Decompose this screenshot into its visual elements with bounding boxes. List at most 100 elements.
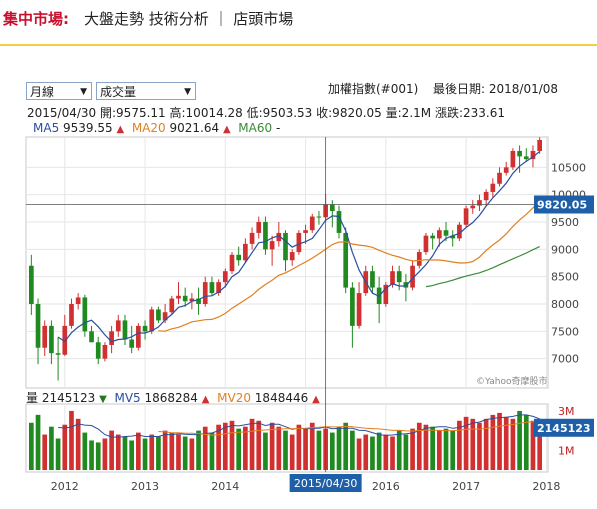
date-tag-box (289, 474, 362, 492)
candle-body (350, 287, 355, 326)
volume-bar (102, 438, 108, 470)
volume-bar (503, 416, 509, 470)
candle-body (182, 295, 188, 302)
volume-bar (82, 432, 88, 470)
candle-body (263, 222, 268, 250)
candle-body (109, 331, 114, 345)
volume-tag-box (534, 418, 594, 437)
x-tick-label: 2014 (211, 480, 239, 493)
candle-body (256, 222, 262, 233)
candle-body (356, 293, 362, 326)
volume-bar (336, 426, 342, 470)
volume-bar (69, 410, 74, 470)
vol-label: 量 (26, 391, 39, 405)
volume-bar (517, 410, 522, 470)
volume-bar (470, 418, 476, 470)
ma20-line (158, 199, 541, 332)
volume-bar (523, 414, 529, 470)
market-title[interactable]: 集中市場: (3, 10, 69, 28)
volume-bar (303, 428, 308, 470)
chevron-down-icon: ▼ (80, 87, 87, 97)
volume-bar (289, 434, 295, 470)
volume-bar (249, 418, 255, 470)
volume-bar (122, 436, 128, 470)
volume-bar (182, 436, 188, 470)
mv20-line (158, 421, 540, 436)
candle-body (316, 216, 322, 218)
down-arrow-icon: ▼ (99, 394, 107, 405)
quote-low: 低:9503.53 (246, 106, 313, 120)
volume-bar (263, 432, 268, 470)
candle-body (62, 325, 68, 355)
indicator-select-value: 成交量 (100, 85, 137, 99)
candle-body (503, 167, 509, 173)
volume-bar (243, 426, 248, 470)
x-tick-label: 2016 (372, 480, 400, 493)
volume-bar (283, 430, 288, 470)
candle-body (497, 172, 502, 184)
candle-body (202, 282, 208, 304)
chevron-down-icon: ▼ (184, 87, 191, 97)
candle-body (289, 252, 295, 261)
volume-bar (136, 432, 141, 470)
volume-bar (490, 414, 496, 470)
volume-bar (109, 430, 114, 470)
volume-bar (390, 436, 395, 470)
volume-bar (189, 438, 195, 470)
x-tick-label: 2013 (131, 480, 159, 493)
mv20-value: 1848446 (254, 391, 309, 405)
indicator-select[interactable]: 成交量 ▼ (96, 82, 196, 100)
ma60-value: - (275, 121, 281, 135)
up-arrow-icon: ▲ (116, 124, 125, 135)
ma5-value: 9539.55 (63, 121, 113, 135)
candle-body (102, 345, 108, 359)
x-tick-label: 2017 (452, 480, 480, 493)
volume-bar (477, 422, 482, 470)
candle-body (416, 252, 422, 266)
volume-bar (142, 438, 148, 470)
nav-links[interactable]: 大盤走勢 技術分析 ｜ 店頭市場 (84, 10, 294, 28)
volume-bar (169, 432, 175, 470)
volume-bar (276, 426, 282, 470)
candle-body (296, 232, 302, 253)
ma60-line (425, 246, 540, 288)
candle-body (49, 325, 54, 354)
candle-body (510, 150, 516, 168)
volume-bar (202, 426, 208, 470)
vol-value: 2145123 (41, 391, 96, 405)
candle-body (216, 282, 221, 294)
volume-panel (25, 403, 549, 473)
volume-bar (62, 424, 68, 470)
candle-body (69, 304, 74, 326)
date-tag-label: 2015/04/30 (294, 477, 357, 490)
quote-line: 2015/04/30 開:9575.11 高:10014.28 低:9503.5… (27, 104, 505, 121)
candle-body (29, 265, 34, 304)
candle-body (423, 235, 429, 253)
candle-body (249, 232, 255, 244)
candle-body (410, 265, 415, 288)
mv5-value: 1868284 (144, 391, 198, 405)
volume-bar (236, 428, 242, 470)
y-tick-label: 8500 (551, 271, 579, 284)
period-select[interactable]: 月線 ▼ (26, 82, 92, 100)
candle-body (443, 230, 449, 236)
candle-body (95, 342, 101, 359)
volume-bar (483, 418, 489, 470)
candle-body (463, 208, 469, 225)
volume-bar (115, 434, 121, 470)
volume-bar (423, 424, 429, 470)
index-name: 加權指數(#001) (328, 82, 419, 96)
candle-body (303, 230, 308, 233)
candle-body (136, 325, 141, 348)
candle-body (196, 298, 201, 304)
volume-bar (450, 430, 456, 470)
candle-body (457, 224, 462, 239)
candle-body (490, 183, 496, 192)
volume-bar (497, 412, 502, 470)
candle-body (383, 284, 389, 304)
candle-body (370, 271, 375, 288)
quote-high: 高:10014.28 (169, 106, 243, 120)
candle-body (156, 309, 161, 321)
y-tick-label: 10500 (551, 161, 586, 174)
